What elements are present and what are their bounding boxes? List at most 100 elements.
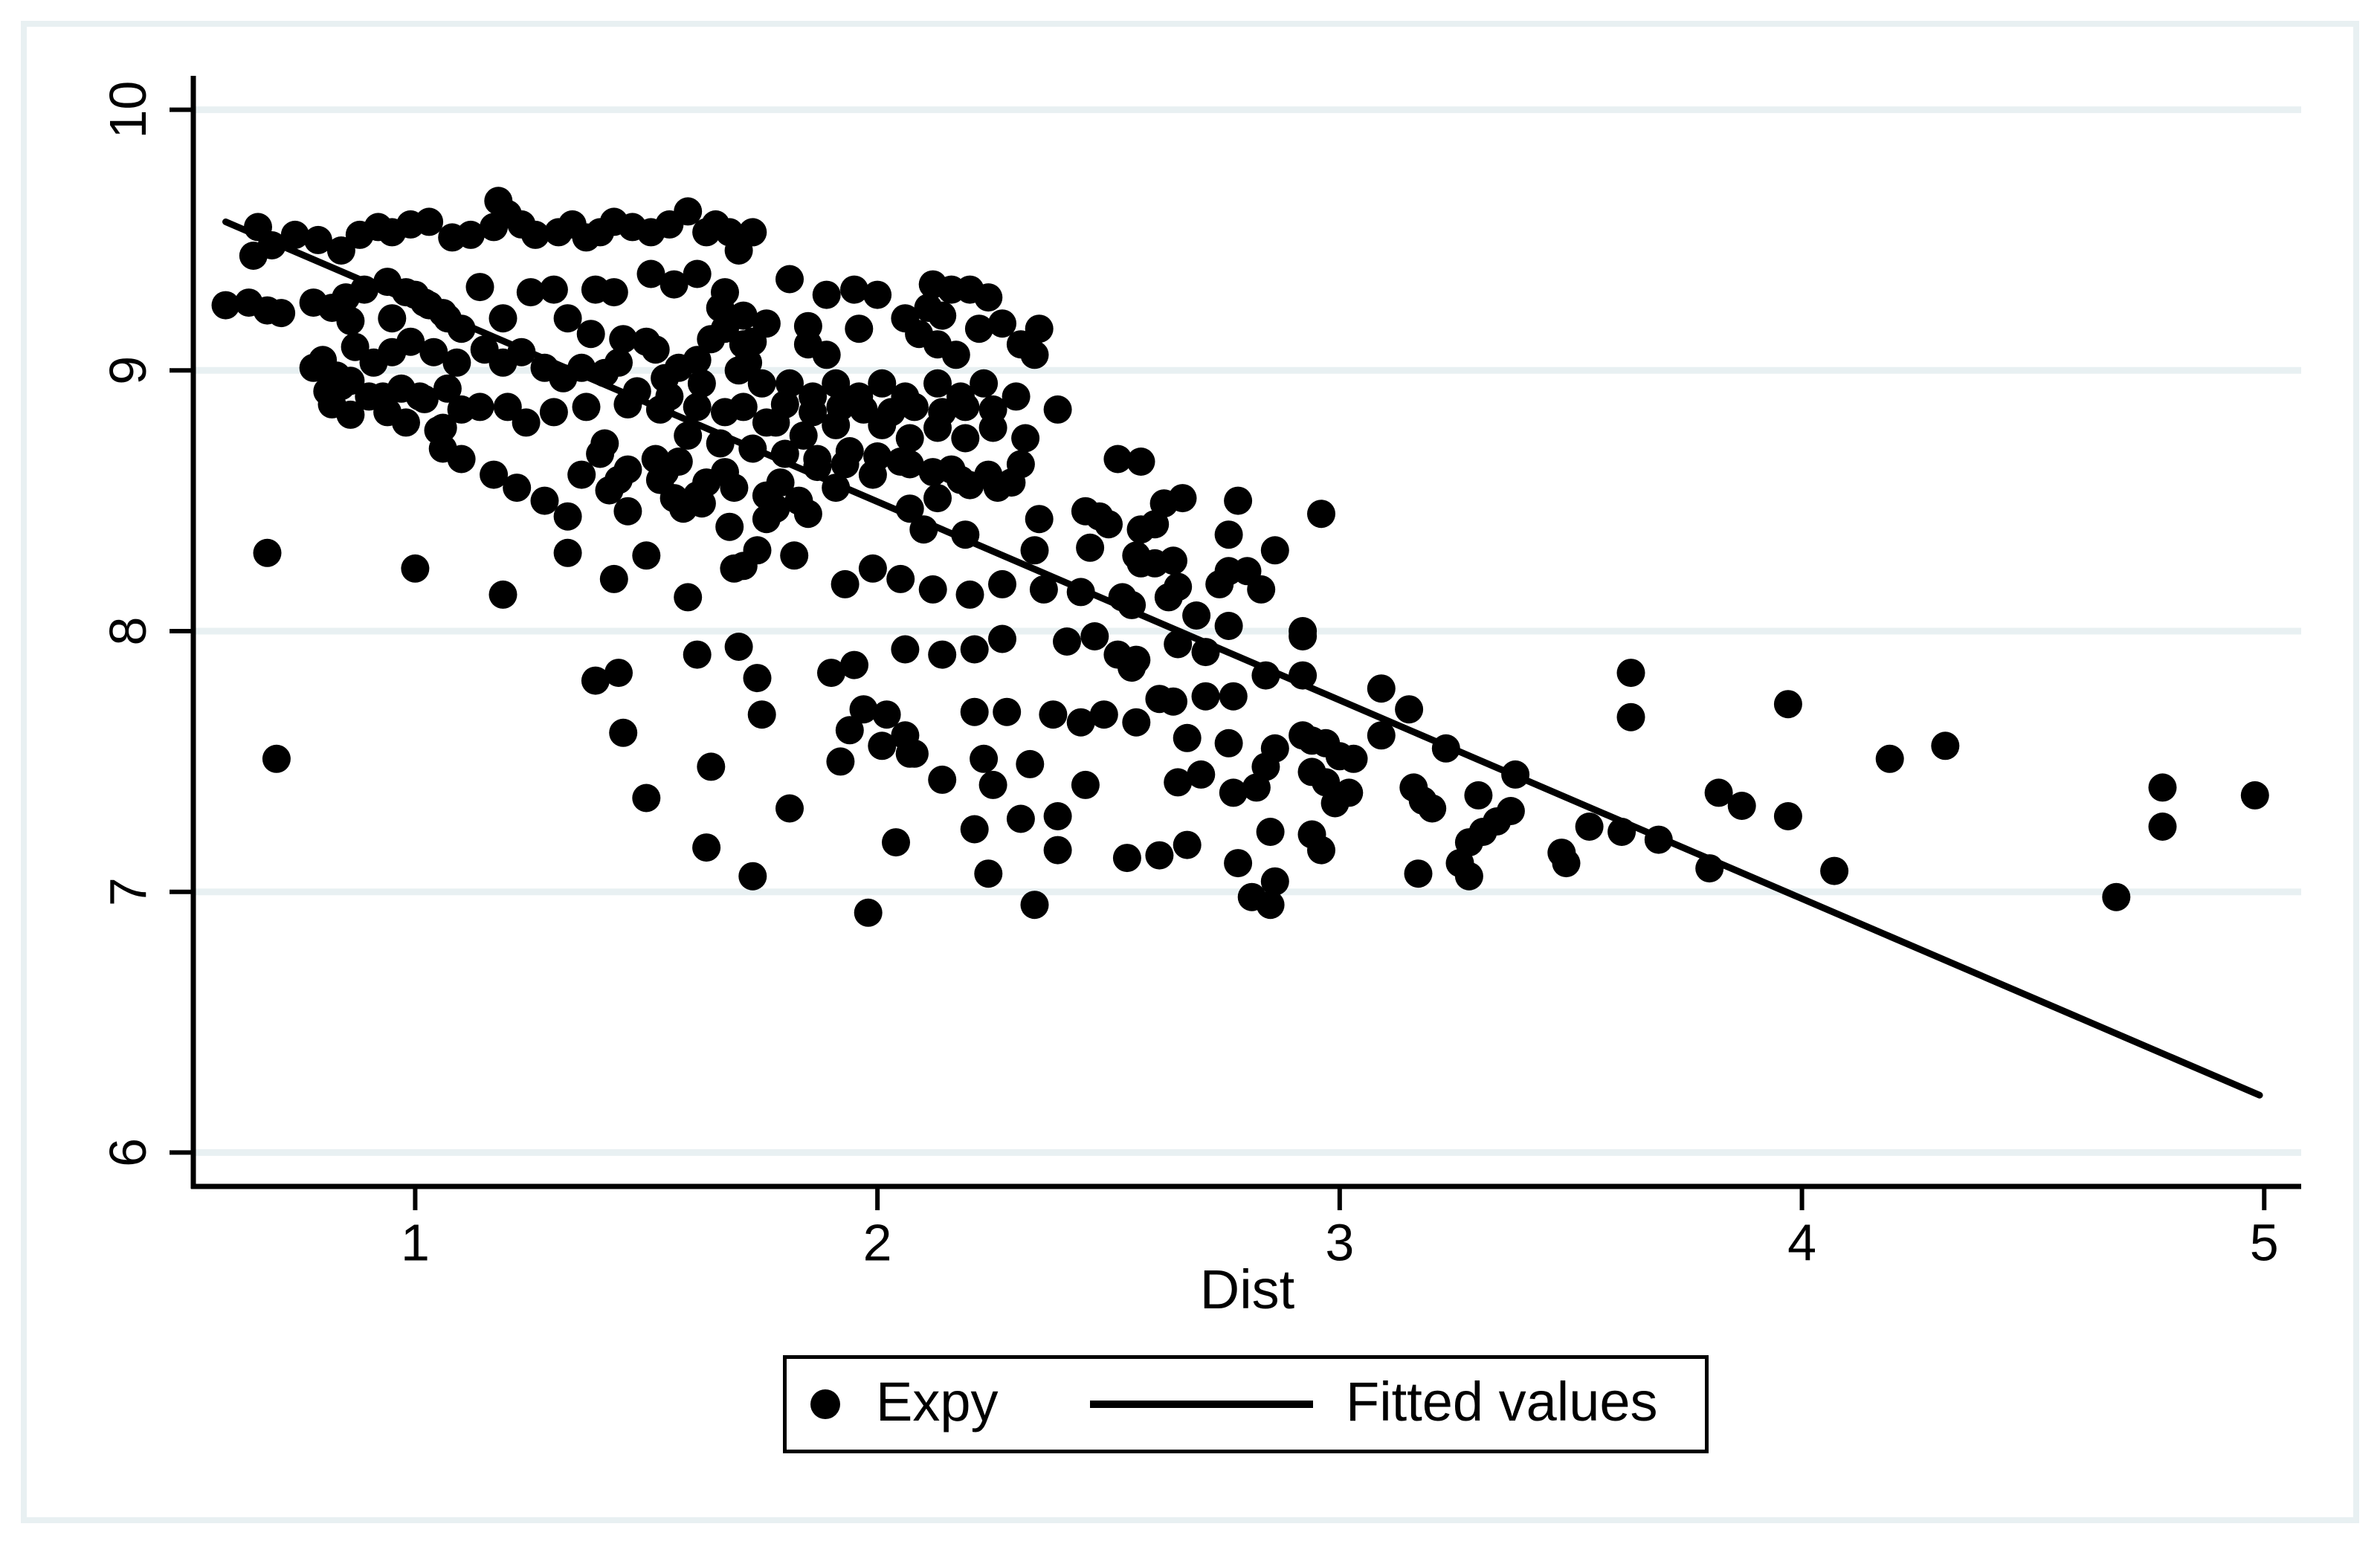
- data-point: [1289, 622, 1318, 650]
- data-point: [1141, 510, 1170, 539]
- data-point: [960, 635, 989, 664]
- data-point: [632, 784, 661, 813]
- data-point: [692, 833, 721, 862]
- data-point: [674, 197, 703, 226]
- data-point: [1214, 557, 1243, 586]
- data-point: [1016, 749, 1045, 778]
- data-point: [1773, 802, 1802, 830]
- data-point: [928, 398, 957, 427]
- data-point: [1820, 856, 1849, 885]
- data-point: [1089, 700, 1118, 729]
- data-point: [835, 716, 864, 745]
- data-point: [1020, 536, 1049, 565]
- data-point: [405, 382, 434, 411]
- data-point: [442, 348, 471, 377]
- legend-label-expy: Expy: [876, 1371, 999, 1433]
- data-point: [1367, 674, 1396, 703]
- data-point: [988, 624, 1016, 653]
- data-point: [993, 697, 1022, 726]
- data-point: [1145, 685, 1174, 714]
- data-point: [457, 220, 485, 249]
- data-point: [1395, 695, 1424, 724]
- data-point: [941, 340, 970, 369]
- data-point: [503, 474, 532, 503]
- data-point: [465, 273, 494, 302]
- data-point: [683, 259, 712, 288]
- data-point: [918, 575, 947, 604]
- data-point: [553, 538, 582, 567]
- x-tick-label-4: 4: [1787, 1213, 1816, 1271]
- data-point: [641, 335, 670, 364]
- data-point: [886, 564, 915, 593]
- data-point: [415, 207, 444, 236]
- data-point: [521, 220, 550, 249]
- data-point: [599, 564, 628, 593]
- data-point: [978, 395, 1007, 424]
- data-point: [1029, 575, 1058, 604]
- data-point: [803, 445, 832, 474]
- y-tick-label-10: 10: [99, 81, 157, 139]
- data-point: [964, 314, 993, 343]
- data-point: [1011, 424, 1040, 453]
- data-point: [1164, 572, 1193, 601]
- data-point: [1307, 500, 1335, 529]
- data-point: [604, 465, 633, 494]
- data-point: [1214, 520, 1243, 549]
- data-point: [988, 309, 1016, 338]
- data-point: [1071, 770, 1100, 799]
- data-point: [674, 421, 703, 450]
- data-point: [1214, 612, 1243, 640]
- data-point: [262, 744, 291, 773]
- data-point: [396, 327, 425, 356]
- data-point: [1247, 575, 1276, 604]
- x-tick-label-5: 5: [2250, 1213, 2279, 1271]
- data-point: [743, 536, 772, 565]
- data-point: [488, 304, 517, 333]
- data-point: [651, 458, 680, 487]
- data-point: [2102, 882, 2131, 911]
- data-point: [613, 497, 642, 526]
- data-point: [868, 369, 897, 398]
- data-point: [239, 242, 268, 270]
- data-point: [553, 502, 582, 531]
- data-point: [960, 815, 989, 844]
- data-point: [1076, 533, 1105, 562]
- data-point: [1122, 708, 1151, 737]
- data-point: [539, 275, 568, 304]
- data-point: [724, 236, 753, 265]
- data-point: [831, 450, 860, 479]
- data-point: [946, 465, 975, 494]
- data-point: [974, 859, 1003, 888]
- data-point: [1242, 773, 1271, 802]
- legend-line-marker-icon: [1090, 1401, 1313, 1408]
- data-point: [775, 265, 804, 294]
- data-point: [419, 337, 448, 366]
- data-point: [1187, 760, 1216, 789]
- data-point: [1307, 836, 1335, 865]
- x-axis-title: Dist: [1199, 1259, 1295, 1320]
- data-point: [553, 304, 582, 333]
- y-tick-label-8: 8: [99, 617, 157, 646]
- data-point: [1025, 505, 1054, 534]
- data-point: [1006, 804, 1035, 833]
- data-point: [1191, 682, 1220, 711]
- data-point: [336, 306, 365, 335]
- data-point: [1164, 768, 1193, 797]
- data-point: [2240, 781, 2269, 810]
- data-point: [1237, 882, 1266, 911]
- data-point: [1039, 700, 1068, 729]
- legend-label-fitted-values: Fitted values: [1346, 1371, 1658, 1433]
- data-point: [1173, 830, 1202, 859]
- data-point: [632, 541, 661, 570]
- data-point: [355, 382, 384, 411]
- outer-frame: [21, 21, 2359, 1523]
- data-point: [655, 382, 684, 411]
- data-point: [539, 398, 568, 427]
- data-point: [960, 697, 989, 726]
- y-tick-label-7: 7: [99, 877, 157, 906]
- data-point: [831, 569, 860, 598]
- data-point: [863, 280, 892, 309]
- data-point: [812, 340, 841, 369]
- data-point: [729, 393, 758, 421]
- data-point: [1367, 721, 1396, 750]
